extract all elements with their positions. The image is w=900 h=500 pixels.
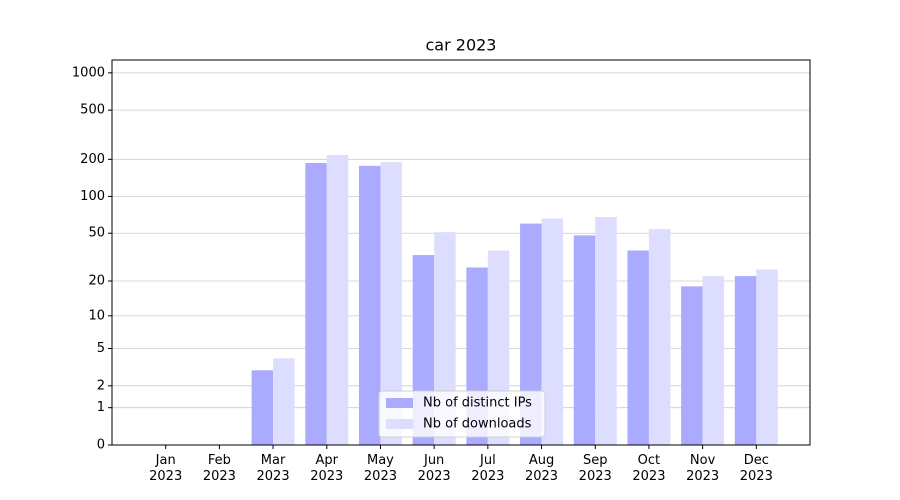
bar xyxy=(326,154,349,445)
x-tick-label: Apr 2023 xyxy=(310,453,344,484)
bar xyxy=(756,269,778,445)
x-tick-label: Jul 2023 xyxy=(471,453,505,484)
x-tick-label: Jan 2023 xyxy=(149,453,183,484)
y-tick-label: 500 xyxy=(80,103,105,118)
bar xyxy=(648,229,671,445)
x-tick-label: Nov 2023 xyxy=(686,453,720,484)
bar xyxy=(251,370,274,445)
x-tick-label: Sep 2023 xyxy=(578,453,612,484)
bar xyxy=(627,250,649,445)
bar xyxy=(305,162,327,445)
y-tick-label: 0 xyxy=(97,438,105,453)
y-tick-label: 5 xyxy=(97,341,105,356)
x-tick-label: Mar 2023 xyxy=(256,453,290,484)
bar xyxy=(273,358,295,445)
y-tick-label: 50 xyxy=(88,226,105,241)
chart-title: car 2023 xyxy=(426,36,497,55)
bar xyxy=(358,165,381,445)
y-tick-label: 100 xyxy=(80,189,105,204)
bar xyxy=(520,223,542,445)
y-tick-label: 10 xyxy=(88,308,105,323)
legend-label: Nb of downloads xyxy=(423,417,532,432)
legend: Nb of distinct IPs Nb of downloads xyxy=(378,390,546,438)
y-tick-label: 1000 xyxy=(72,65,105,80)
y-tick-label: 2 xyxy=(97,378,105,393)
legend-swatch xyxy=(386,398,413,408)
y-tick-label: 200 xyxy=(80,152,105,167)
legend-label: Nb of distinct IPs xyxy=(423,396,532,411)
x-tick-label: Jun 2023 xyxy=(417,453,451,484)
x-tick-label: May 2023 xyxy=(363,453,397,484)
bar xyxy=(681,286,703,445)
x-tick-label: Oct 2023 xyxy=(632,453,666,484)
legend-box xyxy=(378,390,546,438)
bar xyxy=(541,218,564,445)
x-tick-label: Aug 2023 xyxy=(524,453,559,484)
plot-frame xyxy=(111,59,811,446)
bar xyxy=(702,276,725,445)
x-tick-label: Dec 2023 xyxy=(739,453,773,484)
bar xyxy=(734,276,757,445)
x-tick-label: Feb 2023 xyxy=(202,453,236,484)
bar xyxy=(595,216,617,445)
bar xyxy=(573,235,596,445)
y-tick-label: 20 xyxy=(88,274,105,289)
y-tick-label: 1 xyxy=(97,400,105,415)
bar xyxy=(380,162,402,446)
legend-swatch xyxy=(386,419,413,429)
